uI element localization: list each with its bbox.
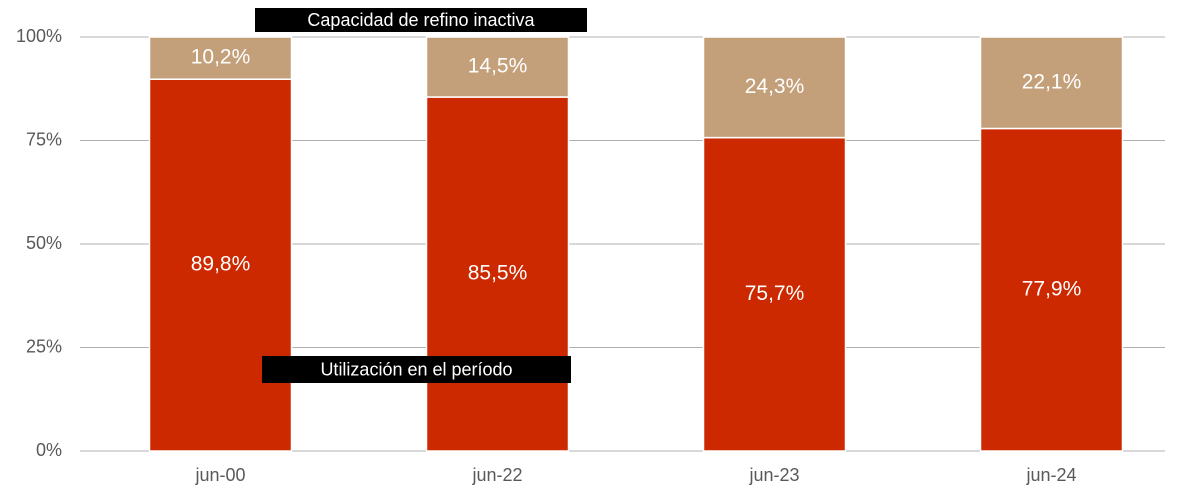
legend-box [262, 356, 571, 383]
data-label: 89,8% [191, 253, 251, 276]
bar-segment [148, 36, 293, 80]
legend-label: Capacidad de refino inactiva [307, 10, 535, 30]
data-label: 10,2% [191, 46, 251, 69]
data-label: 14,5% [468, 55, 528, 78]
bar-segment [148, 78, 293, 452]
data-label: 22,1% [1022, 70, 1082, 93]
bar-segment [702, 36, 847, 139]
data-label: 75,7% [745, 282, 805, 305]
x-tick-label: jun-00 [194, 465, 245, 485]
y-tick-label: 0% [36, 440, 62, 460]
y-tick-label: 50% [26, 233, 62, 253]
data-label: 77,9% [1022, 277, 1082, 300]
bar-segment [425, 36, 570, 98]
data-label: 85,5% [468, 262, 528, 285]
x-tick-label: jun-24 [1025, 465, 1076, 485]
bar-segment [979, 36, 1124, 130]
bar-segment [979, 127, 1124, 452]
x-tick-label: jun-23 [748, 465, 799, 485]
x-tick-label: jun-22 [471, 465, 522, 485]
legend-label: Utilización en el período [320, 359, 512, 379]
y-tick-label: 100% [16, 26, 62, 46]
y-tick-label: 25% [26, 336, 62, 356]
data-label: 24,3% [745, 75, 805, 98]
legend-box [255, 8, 587, 32]
y-tick-label: 75% [26, 129, 62, 149]
